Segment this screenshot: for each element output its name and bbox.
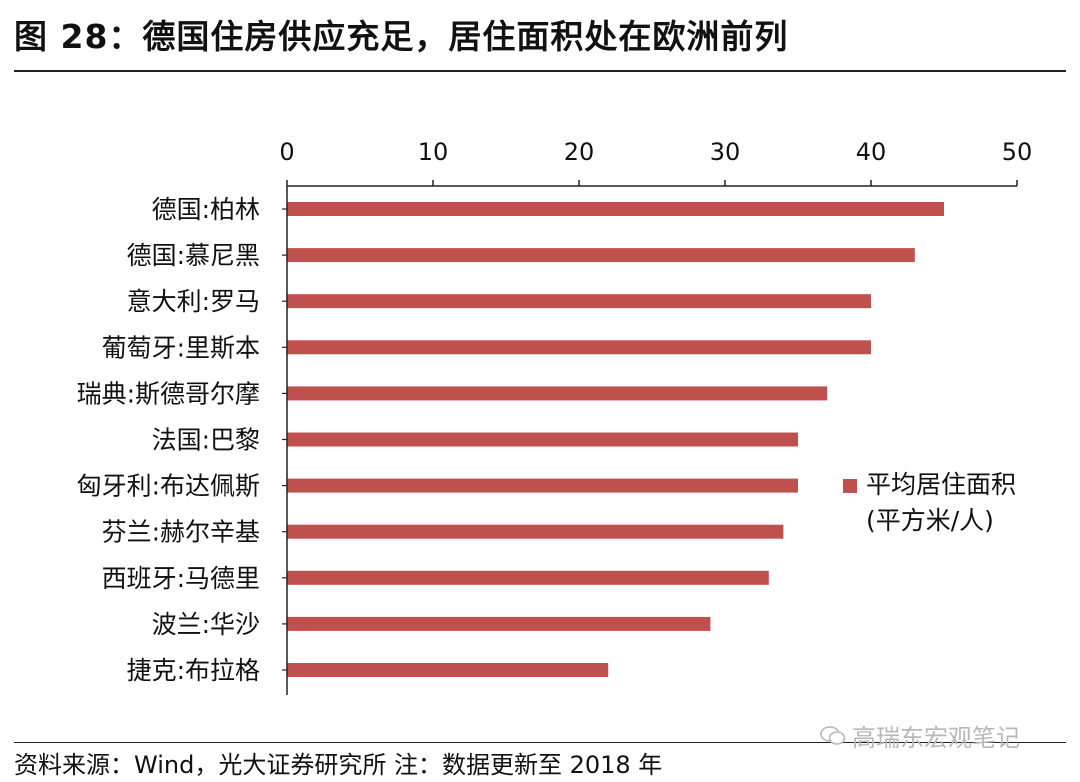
category-labels: 德国:柏林德国:慕尼黑意大利:罗马葡萄牙:里斯本瑞典:斯德哥尔摩法国:巴黎匈牙利… <box>77 195 260 685</box>
category-label: 葡萄牙:里斯本 <box>102 333 260 362</box>
source-note: 资料来源：Wind，光大证券研究所 注：数据更新至 2018 年 <box>14 751 663 779</box>
category-label: 法国:巴黎 <box>152 426 260 455</box>
legend-swatch <box>843 479 857 493</box>
category-label: 德国:慕尼黑 <box>127 241 260 270</box>
title-divider <box>14 70 1066 72</box>
bar <box>287 248 915 263</box>
wechat-icon <box>820 725 846 745</box>
category-label: 捷克:布拉格 <box>127 656 260 685</box>
bar <box>287 432 798 447</box>
legend-label: (平方米/人) <box>866 506 994 535</box>
category-label: 波兰:华沙 <box>152 610 260 639</box>
bar <box>287 386 828 401</box>
bar <box>287 202 944 216</box>
bar <box>287 294 871 309</box>
category-label: 德国:柏林 <box>152 195 260 224</box>
x-tick-label: 40 <box>856 138 887 166</box>
watermark-text: 高瑞东宏观笔记 <box>852 724 1020 752</box>
bars-group <box>287 202 944 677</box>
watermark: 高瑞东宏观笔记 <box>820 718 1020 753</box>
legend-label: 平均居住面积 <box>866 470 1016 499</box>
x-tick-label: 0 <box>279 138 294 166</box>
bar-chart: 德国:柏林德国:慕尼黑意大利:罗马葡萄牙:里斯本瑞典:斯德哥尔摩法国:巴黎匈牙利… <box>77 138 1032 695</box>
page-title: 图 28：德国住房供应充足，居住面积处在欧洲前列 <box>14 17 789 56</box>
category-label: 意大利:罗马 <box>127 287 260 316</box>
x-tick-label: 20 <box>564 138 595 166</box>
legend: 平均居住面积 (平方米/人) <box>843 470 1016 535</box>
bar <box>287 524 784 539</box>
bar <box>287 663 609 677</box>
category-label: 匈牙利:布达佩斯 <box>77 472 260 501</box>
category-label: 西班牙:马德里 <box>102 564 260 593</box>
x-tick-label: 50 <box>1002 138 1033 166</box>
x-tick-label: 30 <box>710 138 741 166</box>
bar <box>287 478 798 493</box>
bar <box>287 570 769 585</box>
bar <box>287 340 871 355</box>
bar <box>287 616 711 631</box>
category-label: 芬兰:赫尔辛基 <box>102 518 260 547</box>
category-label: 瑞典:斯德哥尔摩 <box>77 379 260 408</box>
x-tick-label: 10 <box>418 138 449 166</box>
footer-divider <box>14 742 1066 743</box>
x-axis: 0 10 20 30 40 50 <box>279 138 1032 695</box>
